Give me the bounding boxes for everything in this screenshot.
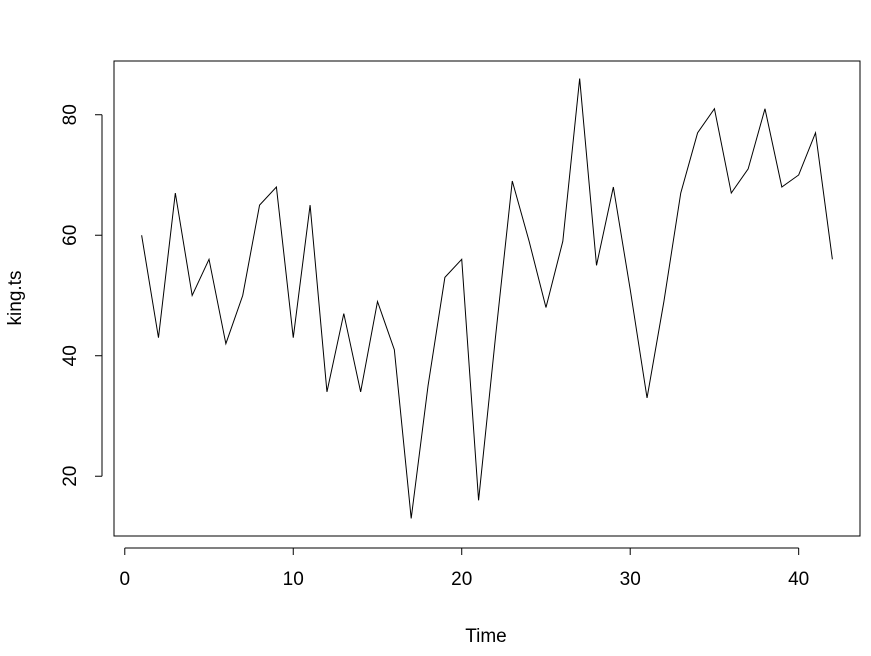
y-tick-label: 20: [60, 466, 81, 487]
x-tick-label: 30: [620, 569, 641, 590]
y-tick-label: 80: [60, 104, 81, 125]
x-tick-label: 0: [119, 569, 130, 590]
data-line: [141, 78, 833, 519]
y-tick-label: 60: [60, 225, 81, 246]
y-tick-label: 40: [60, 345, 81, 366]
x-tick-label: 10: [283, 569, 304, 590]
x-axis-label: Time: [465, 626, 507, 647]
y-axis-label: king.ts: [5, 271, 26, 326]
plot-box: [113, 60, 861, 537]
x-tick-label: 20: [451, 569, 472, 590]
x-tick-label: 40: [788, 569, 809, 590]
